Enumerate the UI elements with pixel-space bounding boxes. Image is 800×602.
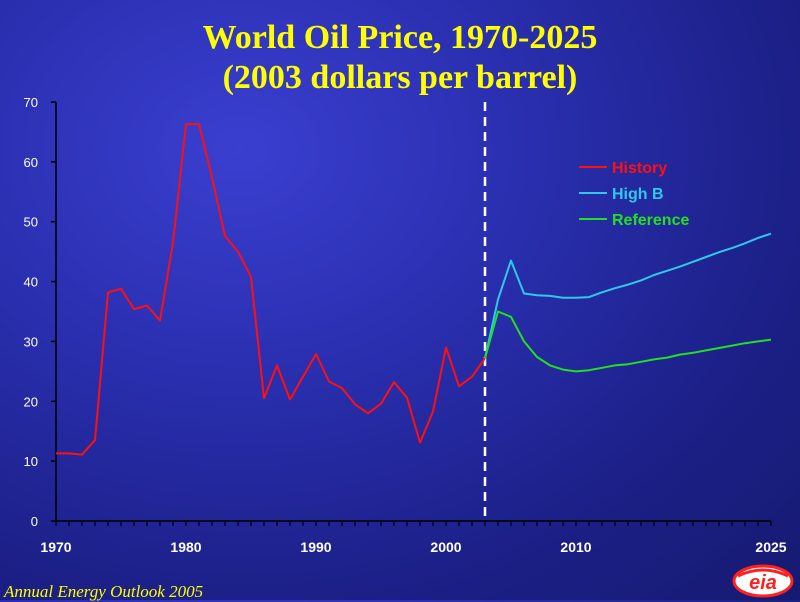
x-tick-label: 1970 [40, 539, 71, 555]
chart-axes: 0 10 20 30 40 50 60 70 1970 1980 1990 2000 2010 2025 [24, 95, 787, 555]
eia-logo: eia [732, 564, 794, 598]
x-tick-label: 2025 [755, 539, 786, 555]
y-tick-label: 70 [24, 95, 38, 110]
footer-text: Annual Energy Outlook 2005 [4, 582, 204, 601]
chart-subtitle: (2003 dollars per barrel) [222, 59, 578, 96]
series-line-high-b [484, 232, 772, 359]
chart-title: World Oil Price, 1970-2025 (2003 dollars… [0, 18, 800, 98]
y-tick-label: 10 [24, 454, 38, 469]
chart-title-line1: World Oil Price, 1970-2025 [202, 19, 598, 56]
series-layer [56, 123, 772, 456]
legend: History High B Reference [579, 160, 689, 229]
y-tick-label: 60 [24, 155, 38, 170]
x-tick-label: 2010 [560, 539, 591, 555]
x-tick-label: 1990 [300, 539, 331, 555]
y-tick-label: 40 [24, 275, 38, 290]
y-tick-label: 50 [24, 215, 38, 230]
series-line-reference [484, 310, 772, 373]
legend-label-high-b: High B [612, 186, 664, 203]
y-tick-label: 0 [31, 514, 38, 529]
y-tick-label: 30 [24, 334, 38, 349]
svg-text:eia: eia [749, 572, 777, 594]
legend-label-history: History [612, 160, 667, 177]
series-line-history [56, 123, 486, 456]
legend-label-reference: Reference [612, 212, 689, 229]
x-tick-label: 2000 [430, 539, 461, 555]
y-tick-label: 20 [24, 394, 38, 409]
x-tick-label: 1980 [170, 539, 201, 555]
